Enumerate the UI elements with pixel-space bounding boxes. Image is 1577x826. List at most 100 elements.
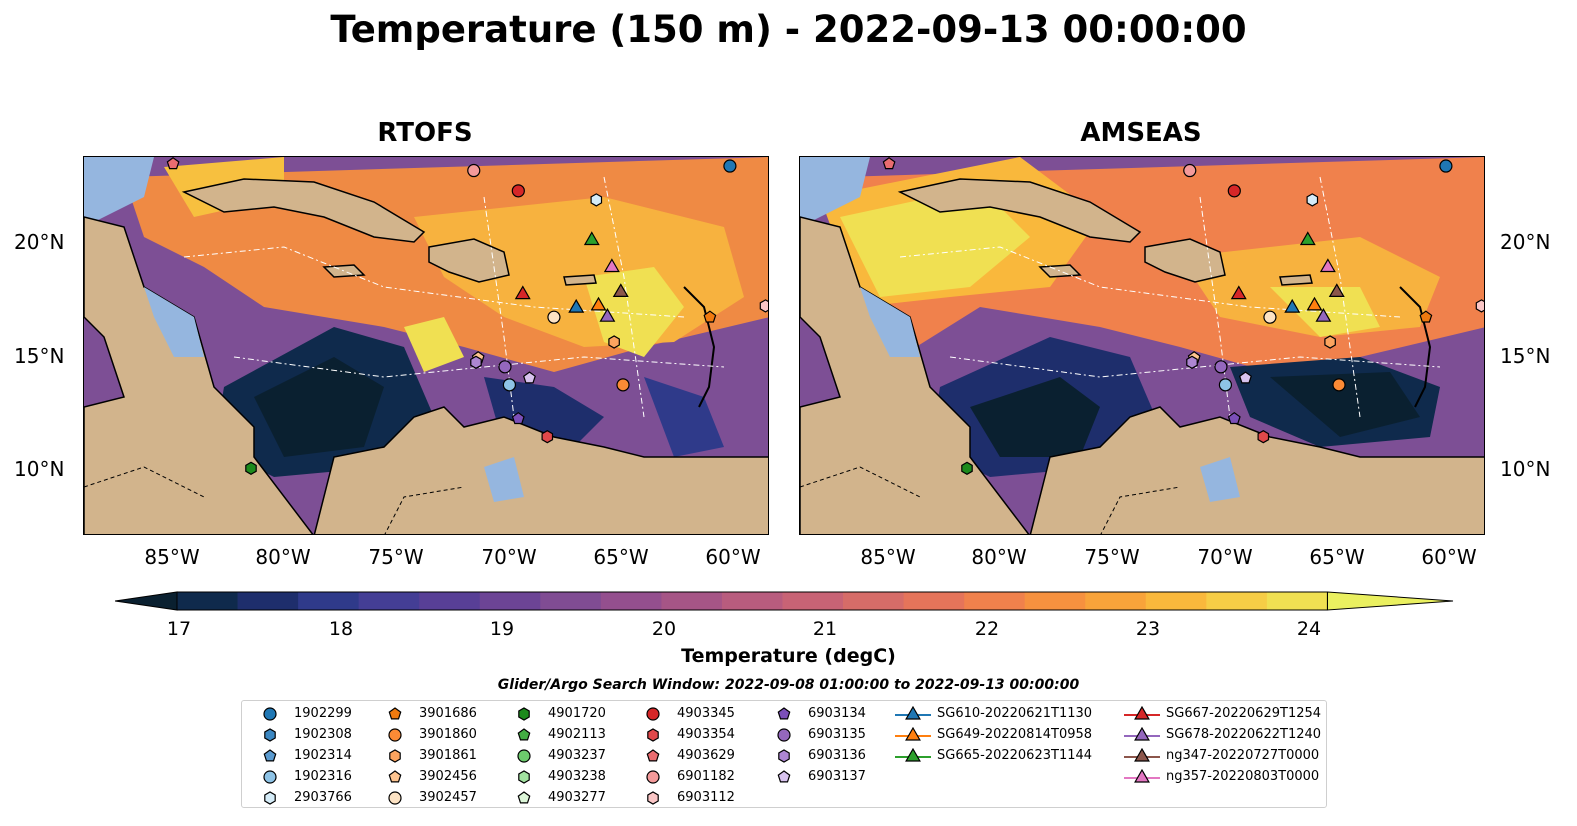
legend-triangle-marker: [1134, 769, 1150, 783]
legend-item-label: 4903629: [677, 748, 735, 763]
legend-marker-icon: [1124, 769, 1160, 783]
legend-marker-icon: [388, 707, 402, 720]
lat-label-15n-left: 15°N: [14, 344, 65, 368]
float-marker-6903136: [1186, 355, 1198, 369]
legend-item-label: 6903137: [808, 769, 866, 784]
lon-label-80w-right: 80°W: [971, 545, 1027, 569]
legend-item-label: 4903277: [548, 790, 606, 805]
legend-item-label: 3901860: [419, 727, 477, 742]
float-marker-SG649-20220814T0958: [590, 296, 607, 311]
legend-marker-icon: [646, 770, 660, 784]
legend-pentagon-marker: [517, 728, 531, 741]
legend-circle-marker: [517, 749, 531, 763]
float-marker-6903136: [470, 355, 482, 369]
lat-label-15n-right: 15°N: [1500, 344, 1551, 368]
float-marker-3902457: [1263, 310, 1277, 324]
legend-item-label: 4903345: [677, 706, 735, 721]
float-marker-3901861: [1324, 335, 1336, 349]
legend-title: Glider/Argo Search Window: 2022-09-08 01…: [497, 677, 1080, 693]
legend-marker-icon: [1124, 727, 1160, 741]
legend-circle-marker: [388, 791, 402, 805]
lat-label-10n-left: 10°N: [14, 457, 65, 481]
legend-pentagon-marker: [517, 791, 531, 804]
colorbar-bin: [1145, 592, 1207, 610]
legend-item-label: 1902314: [294, 748, 352, 763]
legend-circle-marker: [388, 728, 402, 742]
legend-item-label: 2903766: [294, 790, 352, 805]
legend-marker-icon: [388, 728, 402, 742]
legend-marker-icon: [518, 707, 530, 721]
legend-marker-icon: [778, 749, 790, 763]
panel-title-amseas: AMSEAS: [1080, 118, 1202, 148]
legend-marker-icon: [517, 728, 531, 741]
colorbar-tick-20: 20: [651, 618, 677, 640]
float-marker-6903134: [1227, 411, 1241, 425]
legend-marker-icon: [647, 728, 659, 742]
colorbar-bin: [1024, 592, 1086, 610]
legend-marker-icon: [646, 707, 660, 721]
lon-label-85w-left: 85°W: [144, 545, 200, 569]
legend-hexagon-marker: [264, 728, 276, 742]
legend-hexagon-marker: [647, 728, 659, 742]
lon-label-65w-right: 65°W: [1309, 545, 1365, 569]
legend-triangle-marker: [905, 727, 921, 741]
lon-label-85w-right: 85°W: [860, 545, 916, 569]
legend-marker-icon: [389, 749, 401, 763]
colorbar-tick-19: 19: [489, 618, 515, 640]
float-marker-SG665-20220623T1144: [583, 231, 600, 246]
legend-marker-icon: [777, 707, 791, 720]
float-marker-1902316: [1218, 378, 1233, 392]
colorbar-bin: [600, 592, 662, 610]
colorbar-bin: [1206, 592, 1268, 610]
legend-marker-icon: [388, 791, 402, 805]
legend-marker-icon: [895, 748, 931, 762]
float-marker-4901720: [245, 461, 257, 475]
lon-label-60w-left: 60°W: [705, 545, 761, 569]
legend-marker-icon: [517, 749, 531, 763]
colorbar: [115, 591, 1454, 611]
colorbar-tick-22: 22: [974, 618, 1000, 640]
legend-item-label: SG667-20220629T1254: [1166, 706, 1322, 721]
legend-marker-icon: [263, 749, 277, 762]
float-marker-2903766: [1306, 193, 1319, 207]
legend-item-label: SG610-20220621T1130: [937, 706, 1093, 721]
float-marker-ng347-20220727T0000: [1328, 283, 1345, 297]
legend-pentagon-marker: [263, 749, 277, 762]
float-marker-3901860: [616, 378, 630, 392]
float-marker-3901860: [1332, 378, 1346, 392]
colorbar-tick-21: 21: [812, 618, 838, 640]
float-marker-SG667-20220629T1254: [1230, 285, 1247, 300]
legend-item-label: 4903354: [677, 727, 735, 742]
legend-item-label: 6903134: [808, 706, 866, 721]
legend-hexagon-marker: [389, 749, 401, 763]
legend-item-label: SG678-20220622T1240: [1166, 727, 1322, 742]
colorbar-bin: [1085, 592, 1147, 610]
legend-item-label: 6903136: [808, 748, 866, 763]
legend-marker-icon: [777, 728, 791, 742]
legend-circle-marker: [646, 707, 660, 721]
float-marker-1902316: [502, 378, 517, 392]
legend-item-label: 4901720: [548, 706, 606, 721]
float-marker-SG649-20220814T0958: [1306, 296, 1323, 311]
legend-hexagon-marker: [647, 791, 659, 805]
colorbar-tick-17: 17: [166, 618, 192, 640]
legend-circle-marker: [263, 707, 277, 721]
float-marker-4903354: [541, 430, 554, 444]
legend-item-label: 6901182: [677, 769, 735, 784]
float-marker-1902299: [1439, 159, 1453, 173]
legend-hexagon-marker: [264, 791, 276, 805]
float-marker-ng357-20220803T0000: [1319, 258, 1336, 273]
lon-label-65w-left: 65°W: [593, 545, 649, 569]
legend-marker-icon: [1124, 706, 1160, 720]
float-marker-4903345: [1227, 184, 1241, 198]
legend-item-label: 3902456: [419, 769, 477, 784]
panel-title-rtofs: RTOFS: [377, 118, 473, 148]
legend-item-label: SG649-20220814T0958: [937, 727, 1093, 742]
legend-marker-icon: [777, 770, 791, 783]
legend-triangle-marker: [905, 706, 921, 720]
legend-circle-marker: [646, 770, 660, 784]
colorbar-label: Temperature (degC): [681, 645, 896, 667]
legend-pentagon-marker: [777, 770, 791, 783]
colorbar-bin: [661, 592, 723, 610]
legend-marker-icon: [517, 791, 531, 804]
